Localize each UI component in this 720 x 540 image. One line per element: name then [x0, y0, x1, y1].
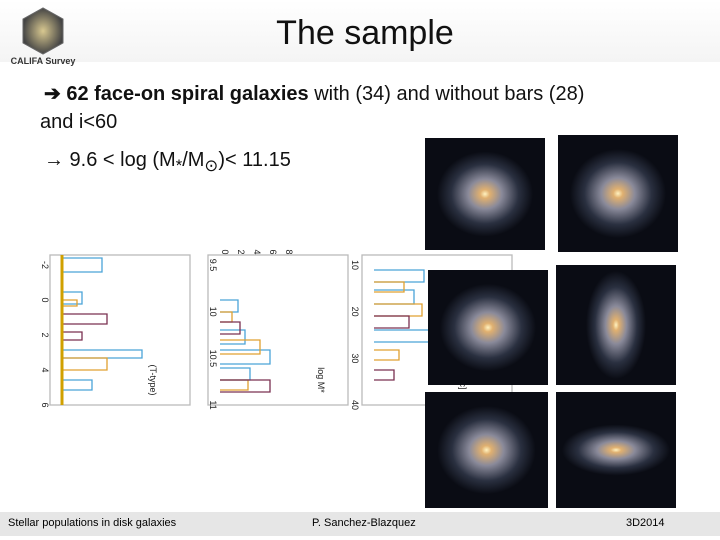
- tick-label: 8: [284, 249, 294, 254]
- galaxy-image: [556, 265, 676, 385]
- tick-label: 0: [220, 249, 230, 254]
- bullet: ➔ 62 face-on spiral galaxies with (34) a…: [40, 80, 585, 136]
- text: /M: [182, 149, 205, 171]
- footer-left: Stellar populations in disk galaxies: [8, 517, 177, 529]
- title: The sample: [276, 14, 454, 52]
- axis-label: log M*: [316, 367, 326, 393]
- text: with (34) and without bars (28): [308, 83, 585, 105]
- tick-label: 4: [40, 367, 50, 372]
- tick-label: 30: [350, 353, 360, 363]
- bold-text: 62 face-on spiral galaxies: [66, 83, 309, 105]
- header-band: [0, 0, 720, 62]
- tick-label: 9.5: [208, 259, 218, 272]
- text: *: [175, 156, 183, 175]
- galaxy-image: [425, 138, 545, 250]
- text: → 9.6 < log (M: [44, 149, 176, 171]
- arrow: ➔: [44, 83, 61, 105]
- tick-label: -2: [40, 261, 50, 269]
- text: )< 11.15: [218, 149, 291, 171]
- tick-label: 20: [350, 307, 360, 317]
- tick-label: 2: [40, 332, 50, 337]
- tick-label: 10: [350, 260, 360, 270]
- axis-label: (T-type): [148, 364, 158, 395]
- tick-label: 10: [208, 307, 218, 317]
- tick-label: 40: [350, 400, 360, 410]
- footer: Stellar populations in disk galaxies P. …: [0, 512, 720, 536]
- tick-label: 6: [40, 402, 50, 407]
- logo-text: CALIFA Survey: [10, 56, 76, 66]
- tick-label: 6: [268, 249, 278, 254]
- tick-label: 0: [40, 297, 50, 302]
- galaxy-image: [556, 392, 676, 508]
- galaxy-image: [428, 270, 548, 385]
- text: ⊙: [204, 156, 219, 175]
- bullet: → 9.6 < log (M*/M⊙)< 11.15: [44, 146, 291, 180]
- tick-label: 11: [208, 400, 218, 409]
- histograms: -2 0 2 4 6 (T-type) 9.5 10 10.5 11 0 2 4 6 8 log M* 10 20…: [40, 249, 513, 410]
- logo: [22, 7, 64, 55]
- footer-right: 3D2014: [626, 517, 665, 529]
- galaxy-image: [558, 135, 678, 252]
- text: and i<60: [40, 111, 118, 133]
- tick-label: 10.5: [208, 350, 218, 368]
- tick-label: 2: [236, 249, 246, 254]
- galaxy-image: [425, 392, 548, 508]
- footer-center: P. Sanchez-Blazquez: [312, 517, 416, 529]
- tick-label: 4: [252, 249, 262, 254]
